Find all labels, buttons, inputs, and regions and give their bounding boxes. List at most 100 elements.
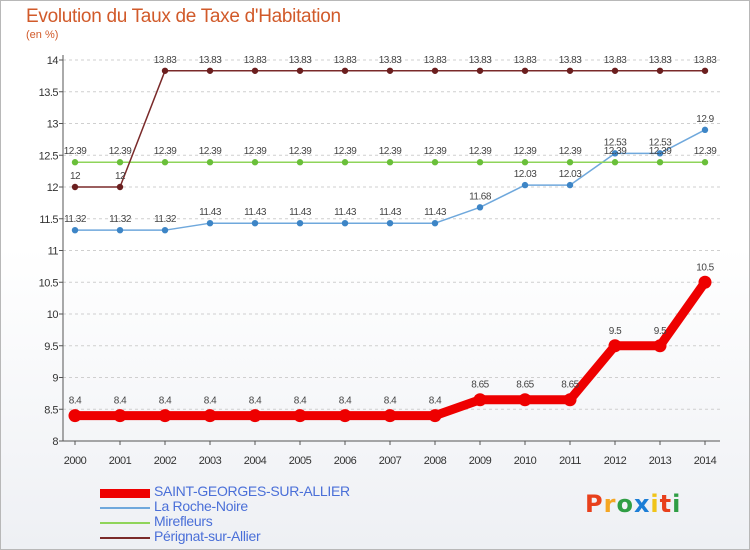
data-label: 12.9: [696, 114, 714, 125]
data-point: [563, 393, 577, 407]
x-tick-label: 2014: [694, 455, 717, 467]
data-point: [161, 159, 169, 166]
data-point: [293, 409, 307, 423]
data-point: [68, 409, 82, 423]
data-label: 10.5: [696, 262, 714, 273]
x-tick-label: 2008: [424, 455, 447, 467]
logo-letter: i: [650, 490, 660, 518]
data-label: 12: [115, 171, 126, 182]
legend-swatch: [100, 488, 150, 498]
data-point: [428, 409, 442, 423]
data-label: 13.83: [379, 55, 402, 66]
data-label: 12.39: [559, 146, 582, 157]
data-point: [113, 409, 127, 423]
logo-letter: o: [616, 490, 634, 518]
data-point: [206, 219, 214, 227]
data-point: [653, 339, 667, 353]
data-point: [431, 67, 439, 74]
data-point: [158, 409, 172, 423]
x-tick-label: 2007: [379, 455, 402, 467]
data-label: 9.5: [609, 326, 622, 337]
data-point: [521, 67, 529, 74]
data-label: 12.39: [604, 146, 627, 157]
data-point: [476, 204, 484, 211]
y-tick-label: 12.5: [39, 150, 59, 162]
data-label: 12.39: [379, 146, 402, 157]
data-label: 13.83: [514, 55, 537, 66]
y-tick-label: 8.5: [44, 404, 58, 416]
data-label: 12.39: [199, 146, 222, 157]
y-tick-label: 10.5: [39, 277, 59, 289]
data-label: 8.65: [561, 380, 579, 391]
logo-letter: P: [585, 490, 604, 518]
data-point: [431, 159, 439, 166]
data-label: 13.83: [559, 55, 582, 66]
data-point: [116, 159, 124, 166]
data-point: [71, 226, 79, 234]
y-tick-label: 11: [48, 246, 59, 258]
data-point: [566, 67, 574, 74]
x-tick-label: 2005: [289, 455, 312, 467]
y-unit-label: (en %): [26, 29, 59, 41]
data-point: [296, 67, 304, 74]
data-point: [698, 275, 712, 289]
data-point: [656, 159, 664, 166]
data-label: 9.5: [654, 326, 667, 337]
data-point: [431, 219, 439, 227]
data-label: 11.32: [154, 214, 177, 225]
data-label: 11.43: [289, 207, 312, 218]
data-point: [608, 339, 622, 353]
series-line: [75, 70, 705, 188]
x-tick-label: 2011: [559, 455, 581, 467]
data-label: 8.4: [249, 396, 262, 407]
data-label: 13.83: [604, 55, 627, 66]
data-label: 12.39: [244, 146, 267, 157]
data-point: [611, 150, 619, 157]
data-label: 12.53: [604, 137, 627, 148]
logo-letter: r: [603, 490, 617, 518]
x-tick-label: 2002: [154, 455, 177, 467]
data-label: 13.83: [649, 55, 672, 66]
data-point: [701, 159, 709, 166]
x-tick-label: 2001: [109, 455, 132, 467]
legend-label: Pérignat-sur-Allier: [154, 528, 261, 544]
data-point: [386, 159, 394, 166]
data-point: [521, 181, 529, 189]
y-tick-label: 14: [47, 55, 59, 67]
x-tick-label: 2000: [64, 455, 87, 467]
data-point: [566, 181, 574, 189]
legend-swatch: [100, 507, 150, 509]
data-label: 8.4: [339, 396, 352, 407]
data-point: [161, 67, 169, 74]
data-label: 8.65: [516, 380, 534, 391]
legend-swatch: [100, 537, 150, 539]
data-label: 12.39: [109, 146, 132, 157]
data-point: [518, 393, 532, 407]
data-point: [473, 393, 487, 407]
y-tick-label: 9.5: [44, 341, 58, 353]
data-label: 13.83: [694, 55, 717, 66]
data-label: 12.39: [64, 146, 87, 157]
data-label: 11.43: [424, 207, 447, 218]
data-point: [251, 159, 259, 166]
y-tick-label: 8: [52, 436, 58, 448]
data-label: 13.83: [469, 55, 492, 66]
data-point: [701, 67, 709, 74]
data-point: [656, 67, 664, 74]
data-label: 8.4: [114, 396, 127, 407]
data-label: 11.32: [109, 214, 132, 225]
data-label: 12.39: [694, 146, 717, 157]
data-label: 12: [70, 171, 81, 182]
data-point: [386, 67, 394, 74]
data-point: [203, 409, 217, 423]
legend-label: La Roche-Noire: [154, 498, 248, 514]
data-label: 12.39: [289, 146, 312, 157]
data-point: [386, 219, 394, 227]
data-label: 13.83: [289, 55, 312, 66]
data-point: [248, 409, 262, 423]
logo-letter: x: [633, 490, 651, 518]
data-label: 12.03: [514, 169, 537, 180]
data-label: 12.39: [334, 146, 357, 157]
data-label: 12.03: [559, 169, 582, 180]
data-point: [338, 409, 352, 423]
